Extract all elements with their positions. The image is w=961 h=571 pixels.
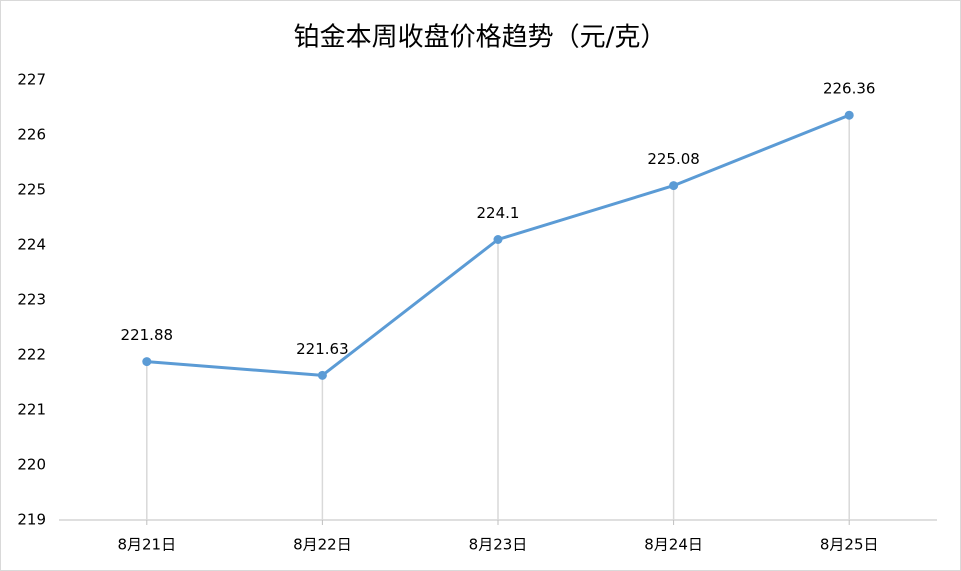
data-point bbox=[317, 370, 327, 380]
x-tick-label: 8月22日 bbox=[293, 536, 352, 554]
y-tick-label: 225 bbox=[17, 181, 46, 199]
y-tick-label: 219 bbox=[17, 511, 46, 529]
x-tick-label: 8月25日 bbox=[820, 536, 879, 554]
data-label: 224.1 bbox=[477, 204, 520, 222]
y-tick-label: 227 bbox=[17, 71, 46, 89]
x-tick-label: 8月21日 bbox=[117, 536, 176, 554]
data-point bbox=[844, 110, 854, 120]
data-label: 226.36 bbox=[823, 80, 876, 98]
y-tick-label: 220 bbox=[17, 456, 46, 474]
data-label: 221.88 bbox=[121, 326, 174, 344]
y-tick-label: 223 bbox=[17, 291, 46, 309]
y-tick-label: 222 bbox=[17, 346, 46, 364]
data-label: 221.63 bbox=[296, 340, 349, 358]
chart-title: 铂金本周收盘价格趋势（元/克） bbox=[294, 23, 667, 53]
y-tick-label: 226 bbox=[17, 126, 46, 144]
x-tick-label: 8月24日 bbox=[644, 536, 703, 554]
y-tick-label: 221 bbox=[17, 401, 46, 419]
data-label: 225.08 bbox=[647, 150, 700, 168]
y-tick-label: 224 bbox=[17, 236, 46, 254]
data-point bbox=[493, 235, 503, 244]
data-point bbox=[669, 181, 679, 191]
data-point bbox=[142, 357, 152, 367]
x-tick-label: 8月23日 bbox=[469, 536, 528, 554]
